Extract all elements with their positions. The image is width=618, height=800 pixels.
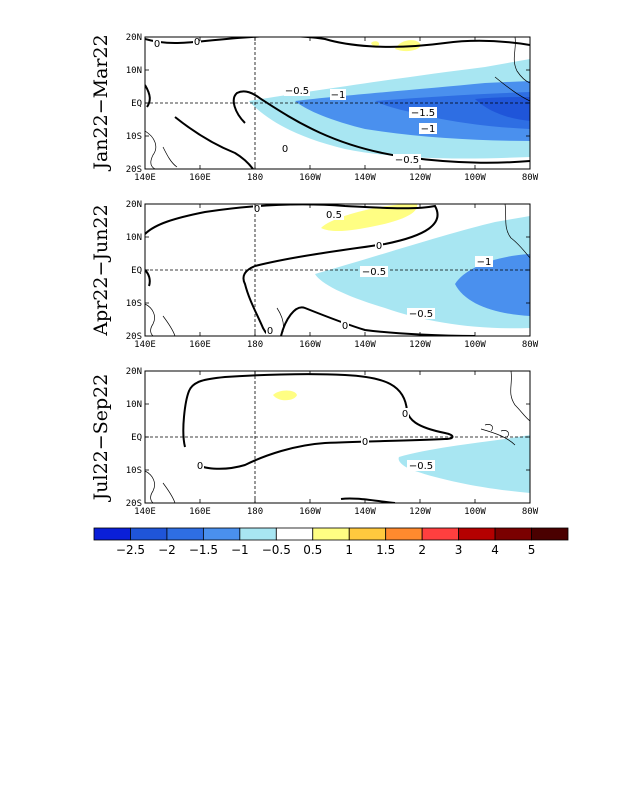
y-tick-label: 10S: [126, 299, 142, 309]
y-tick-label: 20N: [126, 200, 142, 210]
y-tick-label: 10S: [126, 132, 142, 142]
colorbar-swatch: [203, 528, 239, 540]
contour-label: −0.5: [285, 86, 309, 97]
colorbar-tick-label: −0.5: [262, 543, 291, 557]
y-tick-label: 20S: [126, 165, 142, 175]
colorbar-tick-label: −1.5: [189, 543, 218, 557]
contour-label: −1: [477, 257, 492, 268]
x-tick-label: 160E: [189, 340, 211, 350]
y-tick-label: 20S: [126, 332, 142, 342]
colorbar-swatch: [422, 528, 458, 540]
colorbar-tick-label: 1: [345, 543, 353, 557]
x-tick-label: 140W: [354, 340, 376, 350]
y-tick-label: 10N: [126, 400, 142, 410]
contour-label: 0: [376, 241, 382, 252]
colorbar-swatch: [130, 528, 166, 540]
contour-label: −1: [331, 90, 346, 101]
x-tick-label: 180: [247, 507, 263, 517]
colorbar-swatch: [349, 528, 385, 540]
contour-label: 0: [194, 37, 200, 48]
y-tick-label: 10S: [126, 466, 142, 476]
x-tick-label: 140W: [354, 173, 376, 183]
x-tick-label: 120W: [409, 507, 431, 517]
x-tick-label: 160E: [189, 507, 211, 517]
x-tick-label: 160W: [299, 340, 321, 350]
contour-label: 0: [402, 409, 408, 420]
colorbar: −2.5 −2 −1.5 −1 −0.5 0.5 1 1.5 2 3 4 5: [94, 528, 568, 557]
y-tick-label: 10N: [126, 66, 142, 76]
x-tick-label: 100W: [464, 173, 486, 183]
contour-label: −0.5: [395, 155, 419, 166]
x-tick-label: 180: [247, 340, 263, 350]
colorbar-tick-label: 3: [455, 543, 463, 557]
contour-label: −1: [421, 124, 436, 135]
panel-1: Jan22−Mar22 0 0: [90, 34, 530, 171]
colorbar-swatch: [532, 528, 568, 540]
colorbar-swatch: [240, 528, 276, 540]
x-tick-label: 100W: [464, 507, 486, 517]
colorbar-swatch: [495, 528, 531, 540]
x-tick-label: 140W: [354, 507, 376, 517]
x-tick-label: 80W: [522, 507, 539, 517]
colorbar-tick-label: 5: [528, 543, 536, 557]
map-area: 0.5 0 0 0 −0.5 −1 −0.5 0: [145, 203, 530, 337]
contour-label: 0: [282, 144, 288, 155]
y-tick-label: EQ: [131, 433, 142, 443]
contour-label: −1.5: [411, 108, 435, 119]
colorbar-swatch: [276, 528, 312, 540]
map-area: 0 0 0 −0.5: [145, 371, 530, 503]
x-tick-label: 160E: [189, 173, 211, 183]
colorbar-swatch: [313, 528, 349, 540]
panel-label: Jul22−Sep22: [90, 374, 112, 503]
colorbar-tick-label: −2.5: [116, 543, 145, 557]
colorbar-tick-label: 4: [491, 543, 499, 557]
x-tick-label: 80W: [522, 173, 539, 183]
colorbar-tick-label: 0.5: [303, 543, 322, 557]
contour-label: −0.5: [362, 267, 386, 278]
sst-anomaly-figure: Jan22−Mar22 0 0: [0, 0, 618, 800]
contour-label: 0: [197, 461, 203, 472]
contour-label: 0: [154, 39, 160, 50]
contour-label: −0.5: [409, 309, 433, 320]
map-area: 0 0 0 −0.5 −1 −1.5 −1 −0.5: [145, 36, 530, 169]
x-tick-label: 160W: [299, 173, 321, 183]
y-tick-label: 20N: [126, 33, 142, 43]
contour-label: 0: [267, 326, 273, 337]
panel-2: Apr22−Jun22 0.5 0 0 0 −0.5 −1 −0.5: [90, 203, 530, 337]
y-tick-label: 20S: [126, 499, 142, 509]
colorbar-swatch: [167, 528, 203, 540]
contour-label: 0: [362, 437, 368, 448]
x-tick-label: 100W: [464, 340, 486, 350]
y-tick-label: EQ: [131, 99, 142, 109]
x-tick-label: 120W: [409, 173, 431, 183]
colorbar-tick-label: −1: [231, 543, 249, 557]
panel-3: Jul22−Sep22 0 0 0 −0.5: [90, 371, 530, 503]
contour-label: 0.5: [326, 210, 342, 221]
colorbar-tick-label: 2: [418, 543, 426, 557]
x-tick-label: 160W: [299, 507, 321, 517]
y-tick-label: EQ: [131, 266, 142, 276]
colorbar-swatch: [459, 528, 495, 540]
colorbar-tick-label: −2: [158, 543, 176, 557]
panel-label: Jan22−Mar22: [90, 34, 112, 171]
x-tick-label: 120W: [409, 340, 431, 350]
y-tick-label: 20N: [126, 367, 142, 377]
x-tick-label: 180: [247, 173, 263, 183]
colorbar-tick-label: 1.5: [376, 543, 395, 557]
contour-label: −0.5: [409, 461, 433, 472]
colorbar-swatch: [94, 528, 130, 540]
y-tick-label: 10N: [126, 233, 142, 243]
x-tick-label: 80W: [522, 340, 539, 350]
colorbar-swatch: [386, 528, 422, 540]
contour-label: 0: [342, 321, 348, 332]
panel-label: Apr22−Jun22: [90, 204, 112, 336]
